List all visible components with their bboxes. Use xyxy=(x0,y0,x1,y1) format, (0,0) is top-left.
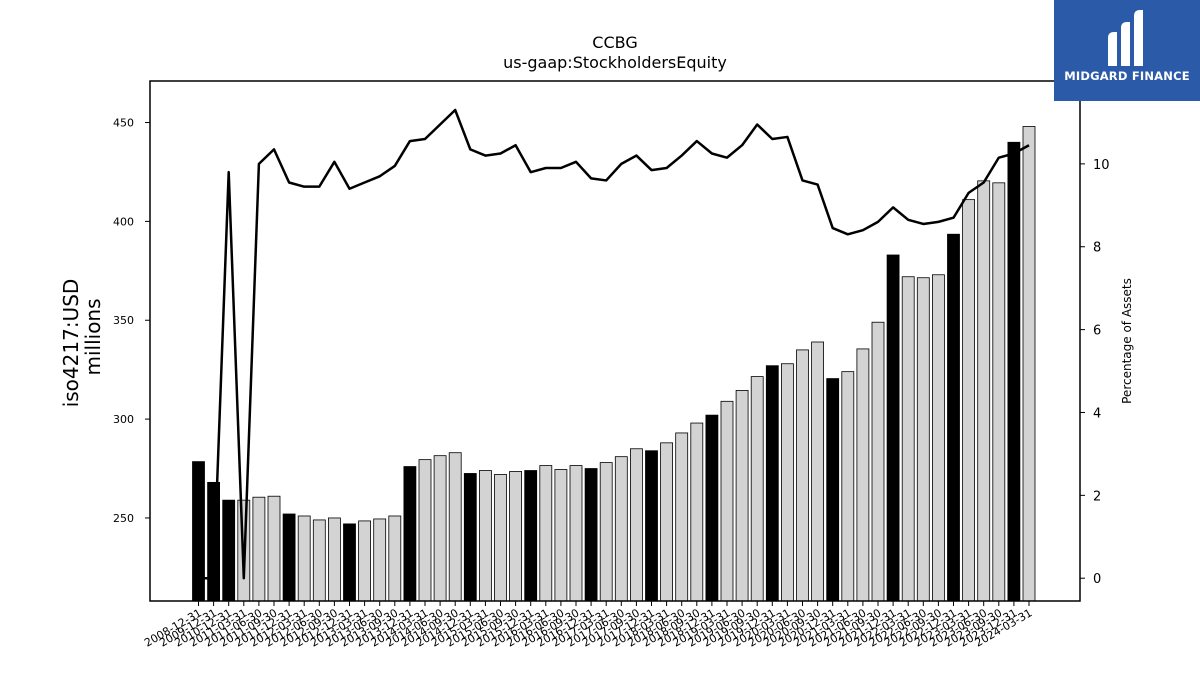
bar xyxy=(327,517,341,602)
bar xyxy=(494,474,507,602)
bar xyxy=(675,432,689,602)
bar xyxy=(690,422,704,602)
bar xyxy=(418,459,432,602)
bar xyxy=(720,400,734,602)
logo-icon xyxy=(1108,10,1143,66)
bar xyxy=(886,254,900,602)
bar xyxy=(524,470,538,602)
bar xyxy=(1022,126,1036,602)
bar xyxy=(856,348,870,602)
bar xyxy=(1007,141,1021,602)
bar xyxy=(871,321,885,602)
bar xyxy=(750,376,764,602)
y-tick-label: 450 xyxy=(113,117,134,130)
bar xyxy=(901,276,915,602)
bar xyxy=(977,180,991,602)
bar xyxy=(433,455,447,602)
bar xyxy=(358,520,372,602)
bar xyxy=(297,515,311,602)
bar xyxy=(569,465,583,602)
y2-tick-label: 0 xyxy=(1093,572,1101,587)
bar xyxy=(916,277,930,602)
y-tick-label: 350 xyxy=(113,314,134,327)
bar xyxy=(705,414,719,602)
bar xyxy=(584,468,598,602)
bar xyxy=(630,448,643,602)
y-tick-label: 400 xyxy=(113,215,134,228)
bar xyxy=(509,471,523,602)
chart-subtitle: us-gaap:StockholdersEquity xyxy=(503,53,727,72)
bar xyxy=(992,182,1006,602)
y2-tick-label: 10 xyxy=(1093,158,1110,173)
bar xyxy=(811,341,824,602)
chart-title: CCBG xyxy=(592,33,637,52)
y-axis-right: 0 2 4 6 8 10 xyxy=(1080,158,1110,587)
y-tick-label: 300 xyxy=(113,413,134,426)
bar xyxy=(207,481,221,602)
brand-logo: MIDGARD FINANCE xyxy=(1054,0,1200,101)
plot-frame xyxy=(149,80,1081,602)
bar xyxy=(645,450,658,602)
bar xyxy=(932,274,945,602)
bar xyxy=(478,470,492,602)
bar xyxy=(554,469,568,602)
bar xyxy=(312,519,326,602)
y2-tick-label: 2 xyxy=(1093,489,1101,504)
bar xyxy=(282,513,296,602)
bar xyxy=(252,496,266,602)
ratio-line xyxy=(198,108,1030,580)
bar xyxy=(539,465,553,602)
bar xyxy=(388,515,402,602)
bar xyxy=(463,473,477,602)
bar xyxy=(267,495,281,602)
ratio-line-path xyxy=(198,108,1030,580)
bar xyxy=(735,390,749,602)
bar xyxy=(796,349,809,602)
bar xyxy=(826,378,840,602)
bar xyxy=(781,363,794,602)
bar xyxy=(599,462,613,602)
y2-axis-label: Percentage of Assets xyxy=(1120,278,1134,404)
y2-tick-label: 8 xyxy=(1093,241,1101,256)
bar xyxy=(614,456,628,602)
y-axis-label: iso4217:USD xyxy=(59,279,83,408)
bar xyxy=(947,233,960,602)
y2-tick-label: 4 xyxy=(1093,406,1101,421)
bar xyxy=(343,523,356,602)
bars xyxy=(192,126,1036,602)
bar xyxy=(373,518,387,602)
bar xyxy=(222,499,236,602)
y-tick-label: 250 xyxy=(113,512,134,525)
x-axis: 2008-12-312009-12-312010-12-312011-03-31… xyxy=(142,601,1035,650)
bar xyxy=(841,371,855,602)
bar xyxy=(403,466,417,602)
y-axis-label-unit: millions xyxy=(81,298,105,375)
brand-name: MIDGARD FINANCE xyxy=(1064,69,1190,83)
bar xyxy=(765,365,779,602)
bar xyxy=(962,199,975,602)
bar xyxy=(660,442,673,602)
bar xyxy=(448,452,462,602)
bar xyxy=(192,461,205,602)
y2-tick-label: 6 xyxy=(1093,324,1101,339)
y-axis-left: 250 300 350 400 450 xyxy=(113,117,150,525)
